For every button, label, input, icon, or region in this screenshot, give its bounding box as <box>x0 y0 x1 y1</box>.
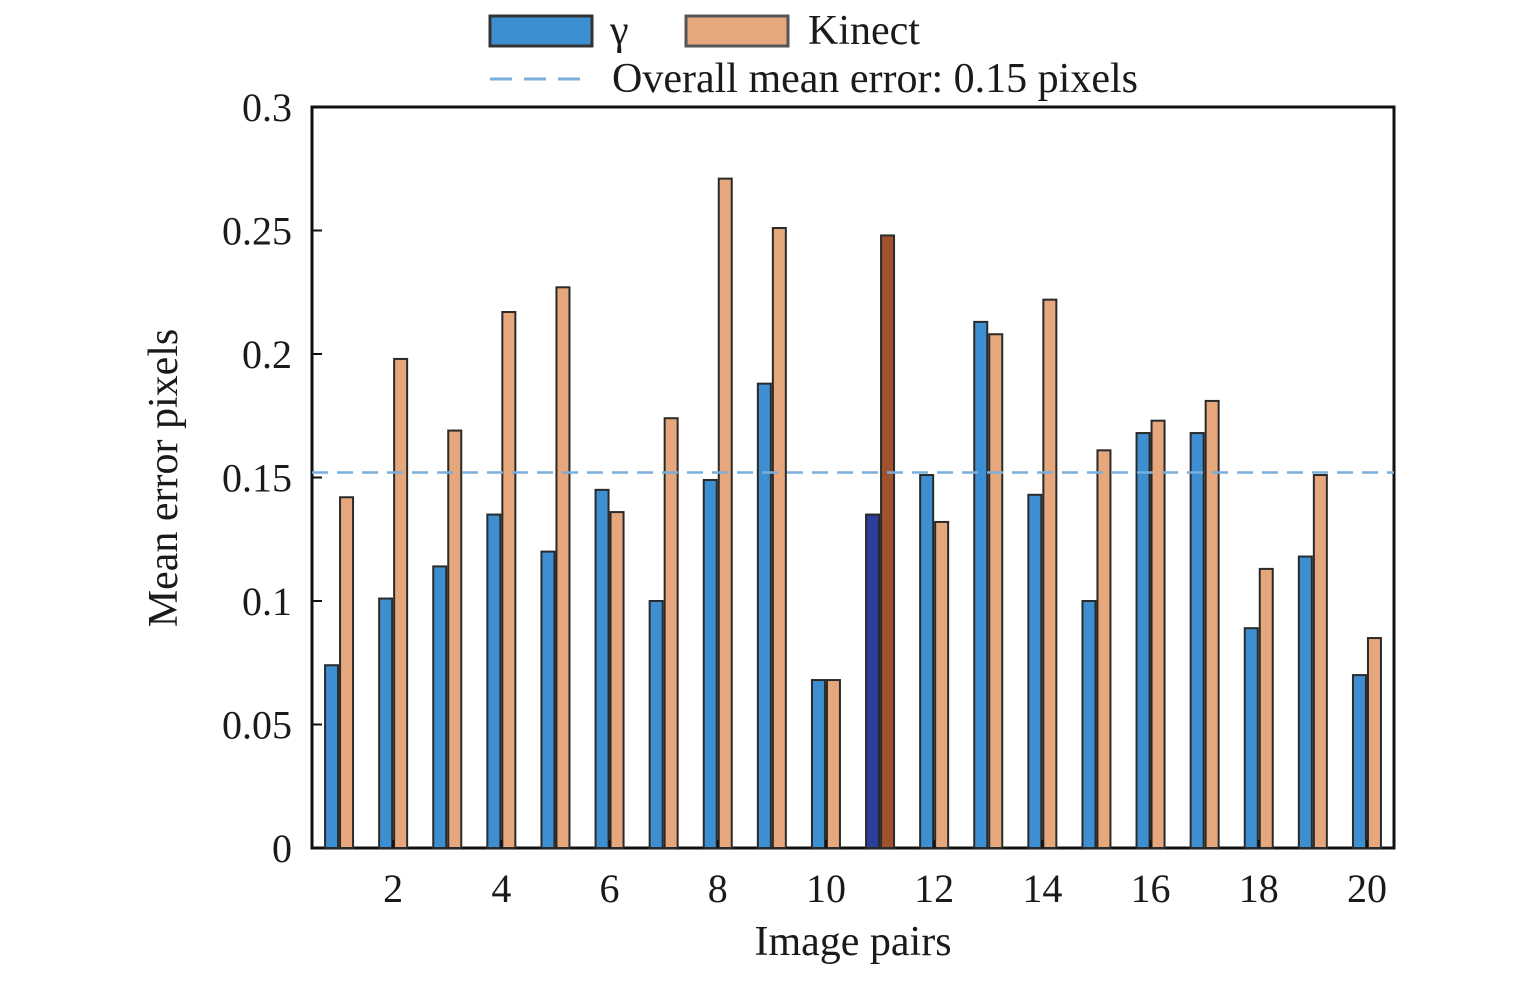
bar-kinect-pair-15 <box>1096 449 1112 849</box>
x-tick-label: 10 <box>806 866 846 911</box>
bar-kinect-pair-6 <box>609 511 625 850</box>
x-tick-label: 18 <box>1239 866 1279 911</box>
y-tick-label: 0.05 <box>222 703 292 748</box>
bar-gamma-pair-17 <box>1189 432 1205 849</box>
bar-gamma-pair-15 <box>1081 600 1097 849</box>
bar-gamma-pair-14 <box>1027 493 1043 849</box>
bar-kinect-pair-11 <box>880 234 896 849</box>
y-tick-label: 0.3 <box>242 85 292 130</box>
plot-frame <box>310 105 1396 850</box>
bar-kinect-pair-20 <box>1366 637 1382 849</box>
bar-kinect-pair-8 <box>717 177 733 849</box>
x-tick-label: 6 <box>600 866 620 911</box>
bar-gamma-pair-9 <box>756 382 772 849</box>
bar-kinect-pair-19 <box>1312 474 1328 849</box>
bar-gamma-pair-7 <box>648 600 664 849</box>
y-axis-title: Mean error pixels <box>141 329 187 628</box>
bar-gamma-pair-12 <box>919 474 935 849</box>
bar-gamma-pair-19 <box>1297 555 1313 849</box>
bar-gamma-pair-20 <box>1351 674 1367 849</box>
bar-gamma-pair-2 <box>378 597 394 850</box>
y-axis-ticks: 0 0.05 0.1 0.15 0.2 0.25 0.3 <box>222 85 322 871</box>
bar-gamma-pair-16 <box>1135 432 1151 849</box>
bar-kinect-pair-1 <box>339 496 355 849</box>
bar-gamma-pair-5 <box>540 550 556 849</box>
bar-kinect-pair-9 <box>771 227 787 849</box>
y-tick-label: 0 <box>272 826 292 871</box>
bar-kinect-pair-13 <box>988 333 1004 849</box>
bar-kinect-pair-12 <box>934 520 950 850</box>
x-tick-label: 12 <box>914 866 954 911</box>
x-tick-label: 16 <box>1131 866 1171 911</box>
legend-swatch-kinect <box>684 14 790 48</box>
x-tick-label: 14 <box>1022 866 1062 911</box>
legend-label-reference: Overall mean error: 0.15 pixels <box>612 56 1138 102</box>
bar-kinect-pair-7 <box>663 417 679 849</box>
bar-gamma-pair-10 <box>810 679 826 849</box>
legend-label-kinect: Kinect <box>808 8 920 54</box>
bar-gamma-pair-18 <box>1243 627 1259 849</box>
legend: γ Kinect Overall mean error: 0.15 pixels <box>488 8 1138 102</box>
bar-kinect-pair-2 <box>393 357 409 849</box>
x-tick-label: 20 <box>1347 866 1387 911</box>
y-tick-label: 0.1 <box>242 579 292 624</box>
y-tick-label: 0.2 <box>242 332 292 377</box>
bar-kinect-pair-5 <box>555 286 571 849</box>
bar-gamma-pair-3 <box>432 565 448 849</box>
bar-gamma-pair-8 <box>702 478 718 849</box>
bars <box>324 177 1382 850</box>
y-tick-label: 0.25 <box>222 209 292 254</box>
bar-kinect-pair-10 <box>825 679 841 849</box>
x-tick-label: 8 <box>708 866 728 911</box>
legend-swatch-gamma <box>488 14 594 48</box>
y-tick-label: 0.15 <box>222 456 292 501</box>
bar-kinect-pair-4 <box>501 311 517 849</box>
bar-gamma-pair-13 <box>973 320 989 849</box>
bar-kinect-pair-17 <box>1204 399 1220 849</box>
x-tick-label: 2 <box>383 866 403 911</box>
bar-kinect-pair-3 <box>447 429 463 849</box>
bar-gamma-pair-6 <box>594 488 610 849</box>
bar-gamma-pair-1 <box>324 664 340 849</box>
bar-gamma-pair-11 <box>865 513 881 849</box>
legend-label-gamma: γ <box>609 8 629 54</box>
bar-kinect-pair-16 <box>1150 419 1166 849</box>
bar-kinect-pair-14 <box>1042 298 1058 850</box>
bar-kinect-pair-18 <box>1258 567 1274 849</box>
bar-gamma-pair-4 <box>486 513 502 849</box>
x-axis-ticks: 2 4 6 8 10 12 14 16 18 20 <box>383 840 1387 911</box>
x-axis-title: Image pairs <box>754 919 951 965</box>
x-tick-label: 4 <box>491 866 511 911</box>
